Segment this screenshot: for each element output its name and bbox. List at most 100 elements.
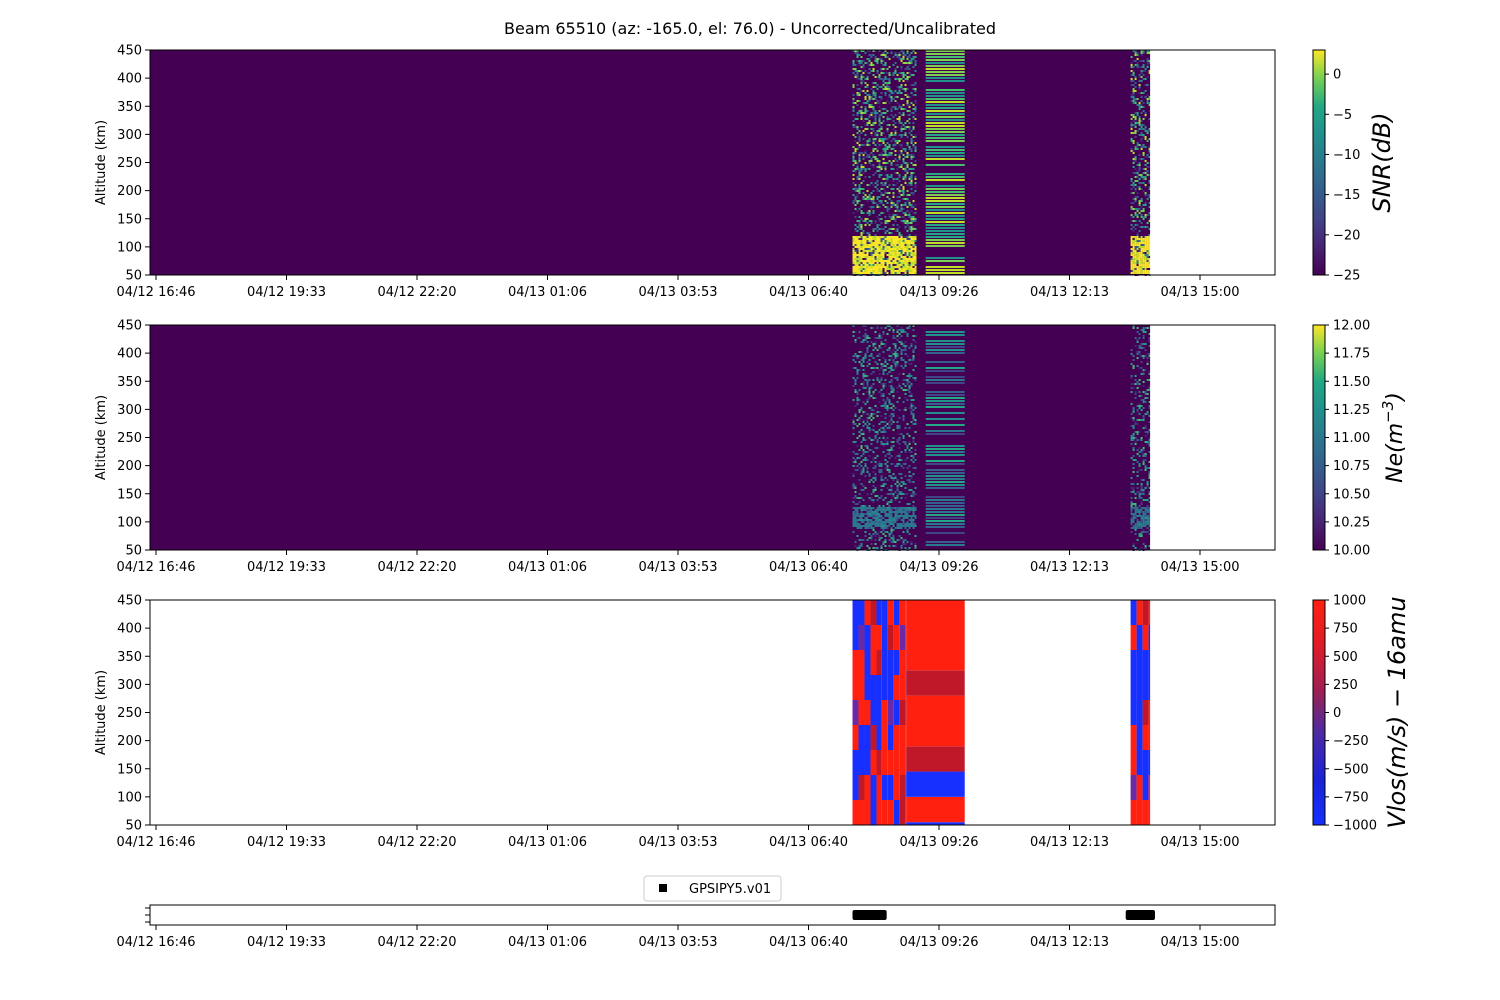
heatmap-cell [886,527,889,529]
heatmap-cell [874,525,877,527]
heatmap-cell [866,345,869,347]
heatmap-cell [860,180,863,182]
heatmap-cell [858,467,861,469]
heatmap-cell [1138,104,1141,106]
heatmap-cell [878,355,881,357]
heatmap-cell [894,70,897,72]
heatmap-cell [914,146,917,148]
heatmap-cell [906,515,909,517]
heatmap-cell [874,268,877,270]
heatmap-cell [1132,439,1135,441]
heatmap-cell [892,184,895,186]
heatmap-cell [872,491,875,493]
heatmap-cell [1138,407,1141,409]
heatmap-cell [878,345,881,347]
heatmap-cell [904,248,907,250]
heatmap-cell [1130,507,1133,509]
heatmap-cell [892,361,895,363]
heatmap-cell [886,493,889,495]
heatmap-cell [912,66,915,68]
heatmap-cell [1130,168,1133,170]
heatmap-cell [868,156,871,158]
heatmap-cell [884,270,887,272]
heatmap-cell [910,258,913,260]
heatmap-cell [872,417,875,419]
heatmap-cell [852,515,855,517]
heatmap-cell [1138,92,1141,94]
heatmap-cell [852,441,855,443]
heatmap-cell [896,465,899,467]
heatmap-cell [886,82,889,84]
heatmap-cell [898,333,901,335]
heatmap-cell [912,272,915,274]
heatmap-cell [904,507,907,509]
heatmap-cell [856,76,859,78]
heatmap-cell [890,455,893,457]
heatmap-cell [898,174,901,176]
heatmap-cell [886,220,889,222]
heatmap-cell [860,62,863,64]
heatmap-cell [868,214,871,216]
heatmap-cell [880,479,883,481]
heatmap-cell [900,190,903,192]
heatmap-cell [1146,110,1149,112]
heatmap-cell [874,270,877,272]
heatmap-cell [892,224,895,226]
heatmap-cell [874,258,877,260]
heatmap-cell [1142,94,1145,96]
heatmap-cell [856,220,859,222]
heatmap-cell [888,82,891,84]
heatmap-cell [914,523,917,525]
heatmap-cell [898,525,901,527]
heatmap-cell [908,246,911,248]
heatmap-cell [906,264,909,266]
heatmap-cell [868,206,871,208]
heatmap-cell [906,379,909,381]
heatmap-cell [878,130,881,132]
heatmap-cell [878,106,881,108]
heatmap-cell [868,525,871,527]
heatmap-cell [904,539,907,541]
heatmap-cell [1148,417,1151,419]
heatmap-cell [868,212,871,214]
heatmap-cell [858,539,861,541]
vlos-cell [858,800,865,825]
heatmap-cell [866,144,869,146]
heatmap-cell [896,252,899,254]
heatmap-cell [880,212,883,214]
heatmap-cell [906,228,909,230]
heatmap-cell [904,451,907,453]
vlos-cell [899,600,906,625]
heatmap-cell [1142,399,1145,401]
heatmap-cell [898,154,901,156]
heatmap-cell [896,118,899,120]
heatmap-cell [1138,240,1141,242]
heatmap-cell [910,150,913,152]
heatmap-cell [896,196,899,198]
heatmap-cell [888,270,891,272]
heatmap-cell [884,262,887,264]
heatmap-cell [870,134,873,136]
heatmap-cell [894,178,897,180]
heatmap-cell [860,118,863,120]
heatmap-cell [868,98,871,100]
heatmap-cell [884,391,887,393]
heatmap-cell [870,256,873,258]
heatmap-cell [1142,355,1145,357]
heatmap-cell [890,533,893,535]
heatmap-cell [1146,206,1149,208]
heatmap-cell [1138,403,1141,405]
heatmap-cell [896,481,899,483]
heatmap-cell [902,98,905,100]
heatmap-cell [902,415,905,417]
heatmap-cell [1144,515,1147,517]
heatmap-cell [860,483,863,485]
heatmap-cell [1144,248,1147,250]
heatmap-cell [880,98,883,100]
heatmap-cell [864,220,867,222]
heatmap-cell [1142,337,1145,339]
heatmap-cell [900,208,903,210]
heatmap-cell [1136,242,1139,244]
heatmap-cell [912,168,915,170]
heatmap-cell [878,411,881,413]
